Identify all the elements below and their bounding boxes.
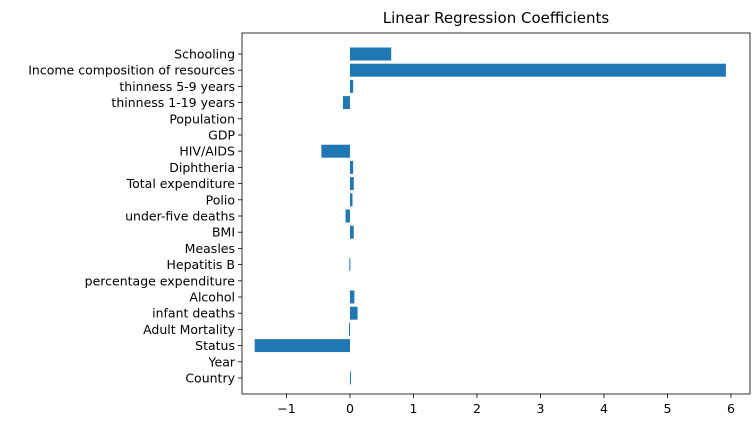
bar-country	[349, 371, 351, 385]
bar-alcohol	[349, 290, 355, 304]
bar-total-expenditure	[349, 177, 354, 191]
y-tick-label: Diphtheria	[169, 160, 235, 175]
bar-adult-mortality	[348, 322, 350, 336]
x-tick-label: 0	[346, 401, 354, 416]
y-tick-label: thinness 5-9 years	[119, 79, 235, 94]
x-tick-label: 3	[536, 401, 544, 416]
x-tick-label: 1	[409, 401, 417, 416]
y-tick-label: Alcohol	[189, 290, 235, 305]
bar-hiv-aids	[321, 144, 350, 158]
y-tick-label: Schooling	[174, 47, 235, 62]
bar-thinness-1-19-years	[342, 96, 350, 110]
bar-polio	[349, 193, 353, 207]
y-tick-label: Status	[195, 338, 235, 353]
y-tick-label: percentage expenditure	[85, 273, 236, 288]
y-tick-label: Adult Mortality	[143, 322, 236, 337]
y-tick-label: HIV/AIDS	[179, 144, 235, 159]
x-tick-label: 5	[663, 401, 671, 416]
y-tick-label: Income composition of resources	[28, 63, 235, 78]
x-axis: −1 0 1 2 3 4 5 6	[277, 394, 735, 416]
y-tick-label: Year	[208, 354, 236, 369]
bar-schooling	[349, 47, 392, 61]
x-tick-label: 4	[600, 401, 608, 416]
bar-status	[254, 339, 350, 353]
y-tick-label: under-five deaths	[125, 209, 235, 224]
x-tick-label: −1	[277, 401, 295, 416]
bar-infant-deaths	[349, 306, 358, 320]
y-tick-label: Hepatitis B	[167, 257, 236, 272]
y-tick-label: Population	[169, 111, 235, 126]
plot-frame	[241, 32, 751, 395]
bar-income-composition-of-resources	[349, 63, 726, 77]
chart-title: Linear Regression Coefficients	[383, 9, 610, 27]
bar-hepatitis-b	[349, 258, 351, 272]
y-tick-label: GDP	[208, 128, 235, 143]
bar-bmi	[349, 225, 354, 239]
bar-thinness-5-9-years	[349, 79, 354, 93]
y-tick-label: Country	[185, 371, 235, 386]
y-tick-label: Polio	[206, 192, 235, 207]
bar-diphtheria	[349, 160, 354, 174]
bars-group	[254, 47, 726, 385]
y-tick-label: BMI	[212, 225, 235, 240]
x-tick-label: 6	[727, 401, 735, 416]
y-tick-label: thinness 1-19 years	[111, 95, 235, 110]
x-tick-label: 2	[473, 401, 481, 416]
bar-under-five-deaths	[345, 209, 350, 223]
y-tick-label: infant deaths	[152, 306, 235, 321]
y-tick-label: Measles	[185, 241, 235, 256]
y-tick-label: Total expenditure	[126, 176, 236, 191]
